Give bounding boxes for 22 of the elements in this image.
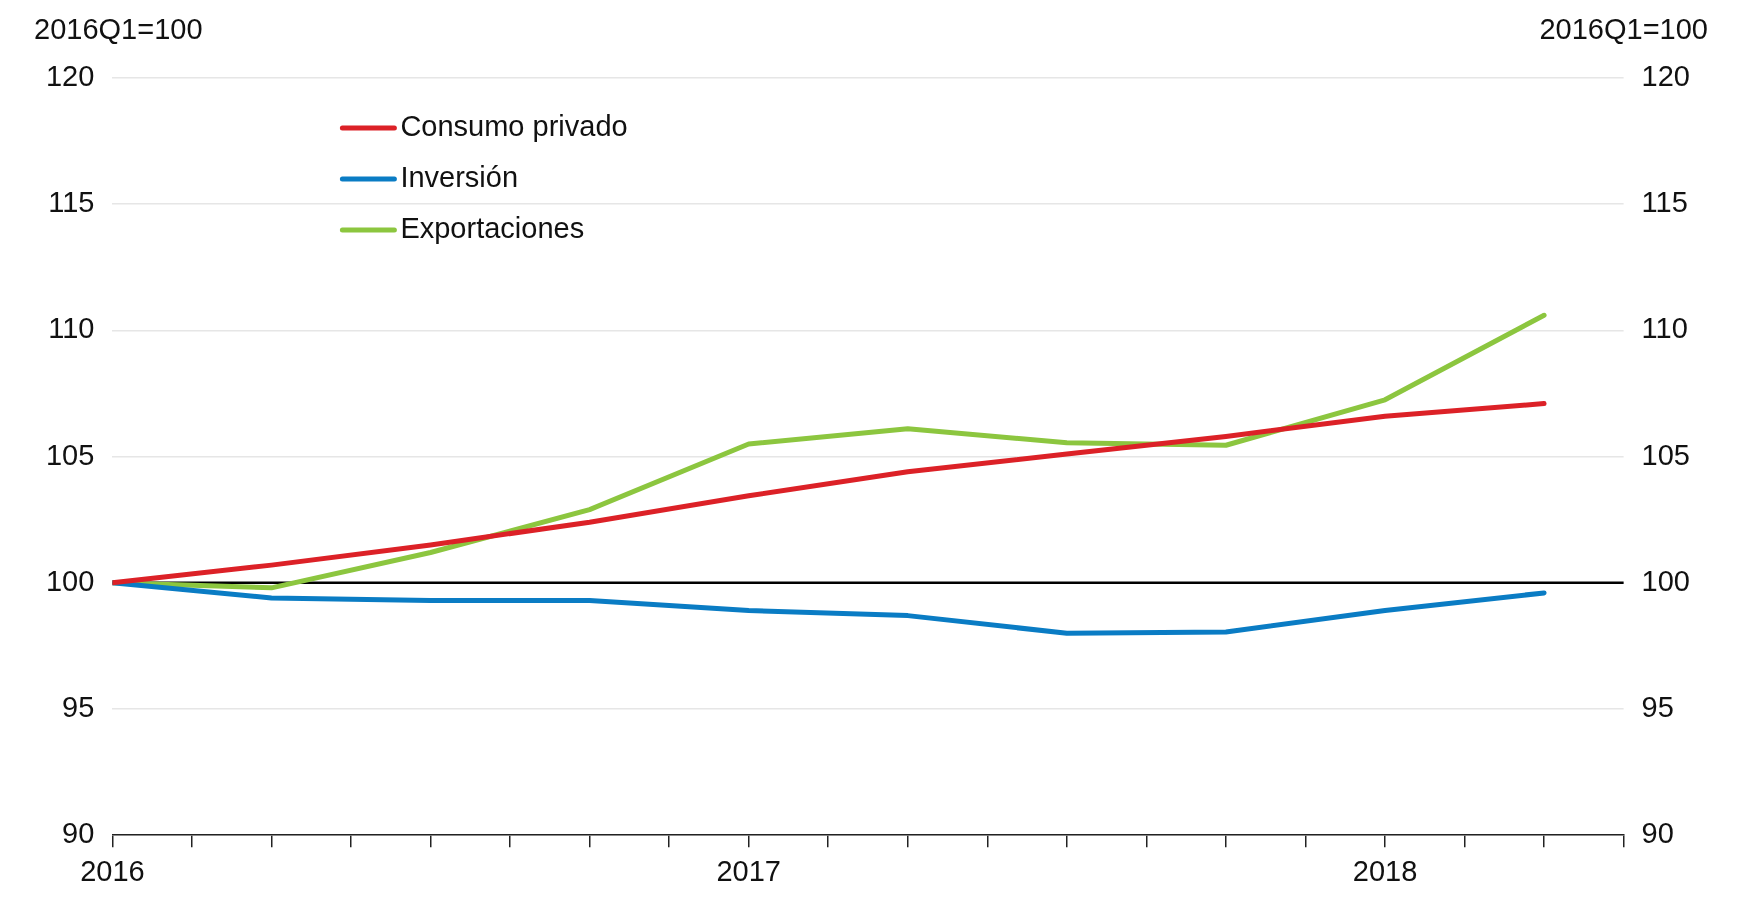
- y-axis-title: 2016Q1=100: [34, 12, 203, 45]
- y2-tick-label: 105: [1641, 438, 1691, 471]
- x-tick-label: 2017: [716, 854, 781, 887]
- legend-label: Consumo privado: [400, 110, 628, 142]
- x-tick-label: 2016: [80, 854, 145, 887]
- y-tick-label: 95: [62, 691, 95, 723]
- y-tick-label: 100: [45, 564, 95, 597]
- y2-tick-label: 95: [1641, 691, 1674, 723]
- y2-tick-label: 120: [1641, 60, 1691, 92]
- y2-tick-label: 90: [1641, 817, 1674, 850]
- y2-tick-label: 115: [1641, 186, 1688, 219]
- y-tick-label: 90: [62, 817, 95, 850]
- x-tick-label: 2018: [1352, 854, 1418, 887]
- legend-label: Inversión: [400, 161, 519, 193]
- y-tick-label: 120: [45, 60, 95, 92]
- y-tick-label: 110: [48, 312, 95, 345]
- y-tick-label: 105: [45, 438, 95, 471]
- y2-tick-label: 110: [1641, 312, 1688, 345]
- legend-label: Exportaciones: [400, 212, 585, 244]
- y2-tick-label: 100: [1641, 564, 1691, 597]
- y2-axis-title: 2016Q1=100: [1539, 12, 1708, 45]
- y-tick-label: 115: [48, 186, 95, 219]
